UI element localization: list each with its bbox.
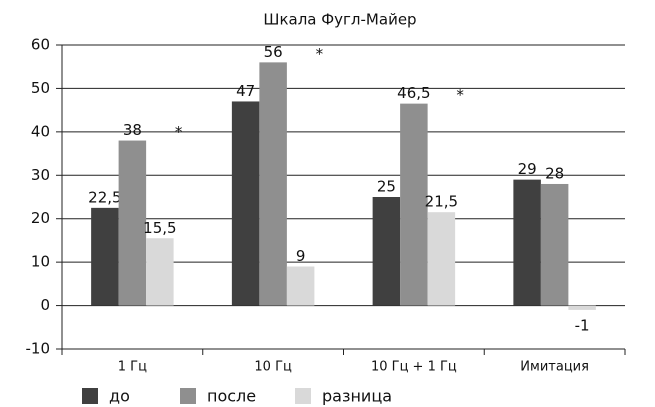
value-label: 15,5	[143, 219, 176, 237]
annotation: *	[175, 123, 183, 141]
y-tick-label: 40	[31, 122, 50, 140]
value-label: 22,5	[88, 188, 121, 206]
annotation: *	[456, 86, 464, 104]
value-label: 46,5	[397, 84, 430, 102]
bar	[540, 183, 569, 306]
value-label: 9	[296, 247, 306, 265]
bar	[286, 266, 315, 306]
legend-swatch	[295, 388, 311, 404]
value-label: 47	[236, 82, 255, 100]
x-tick-label: 1 Гц	[118, 360, 147, 375]
bar	[91, 207, 119, 306]
bar	[400, 103, 428, 306]
x-tick-label: 10 Гц	[254, 360, 292, 375]
annotation: *	[316, 45, 324, 63]
value-label: 21,5	[425, 193, 458, 211]
bar	[568, 305, 596, 310]
legend-label: до	[109, 387, 130, 406]
x-tick-label: Имитация	[520, 360, 589, 375]
bar	[427, 212, 456, 306]
legend-label: после	[207, 387, 256, 406]
x-tick-label: 10 Гц + 1 Гц	[371, 360, 457, 375]
legend-swatch	[82, 388, 98, 404]
chart-title: Шкала Фугл-Майер	[263, 11, 416, 29]
bar	[231, 101, 260, 306]
bar	[259, 62, 287, 306]
value-label: 29	[518, 160, 537, 178]
value-label: 28	[545, 164, 564, 182]
legend-label: разница	[322, 387, 392, 406]
y-tick-label: 30	[31, 166, 50, 184]
y-tick-label: 50	[31, 79, 50, 97]
legend-swatch	[180, 388, 196, 404]
y-tick-label: 20	[31, 209, 50, 227]
value-label: 25	[377, 178, 396, 196]
bar	[146, 238, 174, 306]
value-label: 56	[264, 43, 283, 61]
bar	[118, 140, 147, 306]
value-label: -1	[575, 316, 590, 334]
value-label: 38	[123, 121, 142, 139]
y-tick-label: 0	[40, 296, 50, 314]
y-tick-label: 10	[31, 253, 50, 271]
y-tick-label: 60	[31, 36, 50, 54]
bar	[372, 197, 401, 306]
y-tick-label: -10	[26, 340, 51, 358]
bar	[513, 179, 541, 306]
